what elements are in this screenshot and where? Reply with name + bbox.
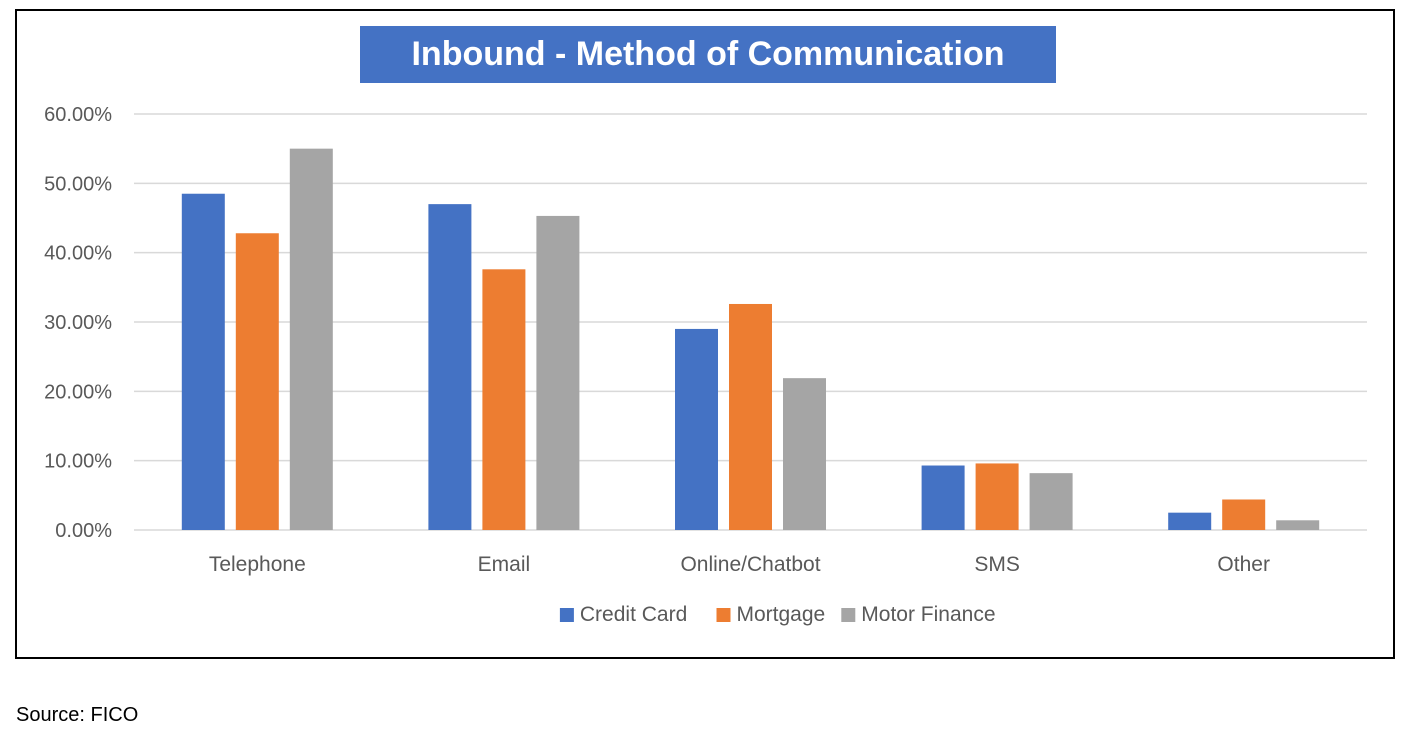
bar xyxy=(729,303,772,530)
bar xyxy=(975,463,1019,530)
legend-swatch xyxy=(841,608,856,622)
y-tick-label: 40.00% xyxy=(44,243,112,265)
bar-chart: 0.00% 10.00% 20.00% 30.00% 40.00% 50.00% 60.00… xyxy=(44,104,1367,626)
y-tick-label: 10.00% xyxy=(44,451,112,473)
bar xyxy=(482,269,526,530)
bar xyxy=(1029,473,1073,530)
legend-swatch xyxy=(716,608,731,622)
y-tick-label: 50.00% xyxy=(44,173,112,195)
legend-swatch xyxy=(559,608,574,622)
bar xyxy=(1168,512,1212,530)
chart-title: Inbound - Method of Communication xyxy=(360,26,1056,83)
legend-label: Credit Card xyxy=(580,603,687,626)
y-tick-label: 60.00% xyxy=(44,104,112,126)
x-tick-label: Telephone xyxy=(209,553,306,576)
bar xyxy=(1222,499,1266,530)
bar xyxy=(289,148,333,530)
x-tick-label: Email xyxy=(478,553,531,576)
legend-label: Mortgage xyxy=(737,603,826,626)
y-tick-label: 20.00% xyxy=(44,381,112,403)
bar xyxy=(921,465,965,530)
x-tick-label: Online/Chatbot xyxy=(680,553,820,576)
source-note: Source: FICO xyxy=(16,704,139,726)
bar xyxy=(428,204,472,530)
legend-label: Motor Finance xyxy=(861,603,995,626)
chart-frame: Inbound - Method of Communication 0.00% 1… xyxy=(15,9,1395,659)
bar xyxy=(783,378,826,530)
bar xyxy=(675,328,718,530)
x-tick-label: SMS xyxy=(974,553,1020,576)
y-tick-label: 30.00% xyxy=(44,312,112,334)
bar xyxy=(1276,520,1320,530)
y-tick-label: 0.00% xyxy=(55,520,112,542)
bar xyxy=(181,193,225,530)
bar xyxy=(536,215,580,531)
bar xyxy=(235,233,279,530)
x-tick-label: Other xyxy=(1217,553,1270,576)
